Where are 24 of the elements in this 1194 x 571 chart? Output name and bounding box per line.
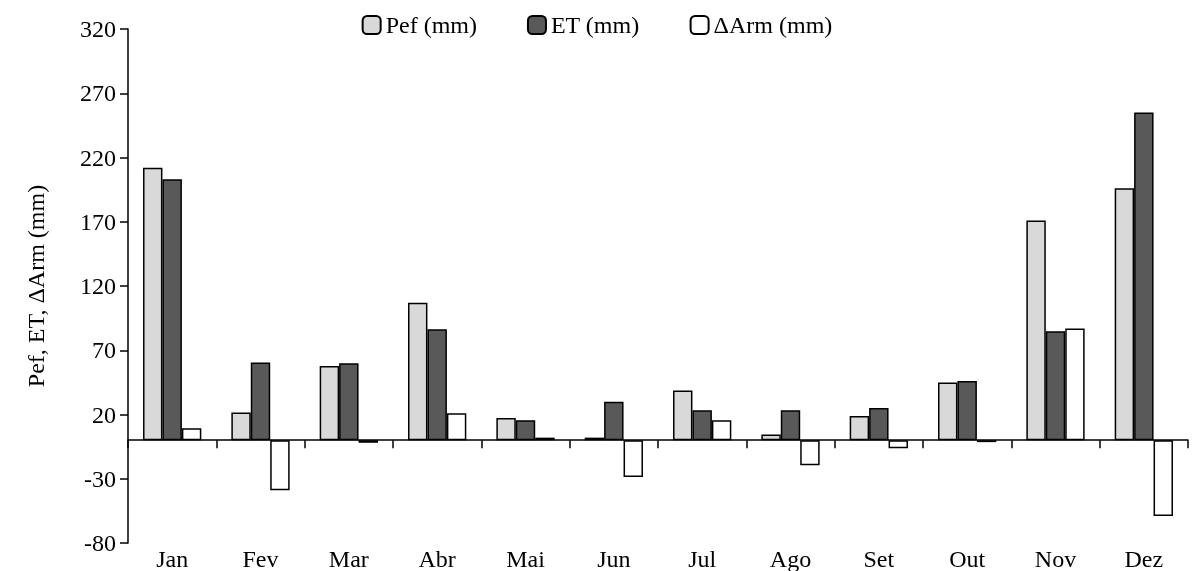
x-tick-label: Out bbox=[949, 546, 986, 571]
legend-label: ET (mm) bbox=[550, 12, 640, 38]
legend-label: Pef (mm) bbox=[385, 12, 477, 38]
x-tick-label: Fev bbox=[242, 546, 279, 571]
y-axis-title: Pef, ET, ΔArm (mm) bbox=[23, 184, 49, 388]
y-tick-label: -30 bbox=[84, 465, 116, 492]
y-tick-label: 20 bbox=[92, 401, 116, 428]
x-tick-label: Mar bbox=[328, 546, 369, 571]
x-tick-label: Mai bbox=[506, 546, 546, 571]
x-tick-label: Set bbox=[863, 546, 895, 571]
x-tick-label: Jan bbox=[156, 546, 189, 571]
x-tick-label: Nov bbox=[1034, 546, 1077, 571]
x-tick-label: Jun bbox=[597, 546, 631, 571]
y-tick-label: 120 bbox=[80, 273, 116, 299]
y-tick-label: 70 bbox=[92, 337, 116, 364]
x-tick-label: Dez bbox=[1124, 546, 1164, 571]
y-tick-label: 220 bbox=[80, 144, 116, 171]
x-tick-label: Jul bbox=[688, 546, 717, 571]
legend-label: ΔArm (mm) bbox=[713, 12, 833, 38]
y-tick-label: -80 bbox=[84, 530, 116, 556]
y-tick-label: 170 bbox=[80, 208, 116, 235]
x-tick-label: Abr bbox=[418, 546, 456, 571]
y-tick-label: 320 bbox=[80, 16, 116, 42]
y-tick-label: 270 bbox=[80, 80, 116, 107]
